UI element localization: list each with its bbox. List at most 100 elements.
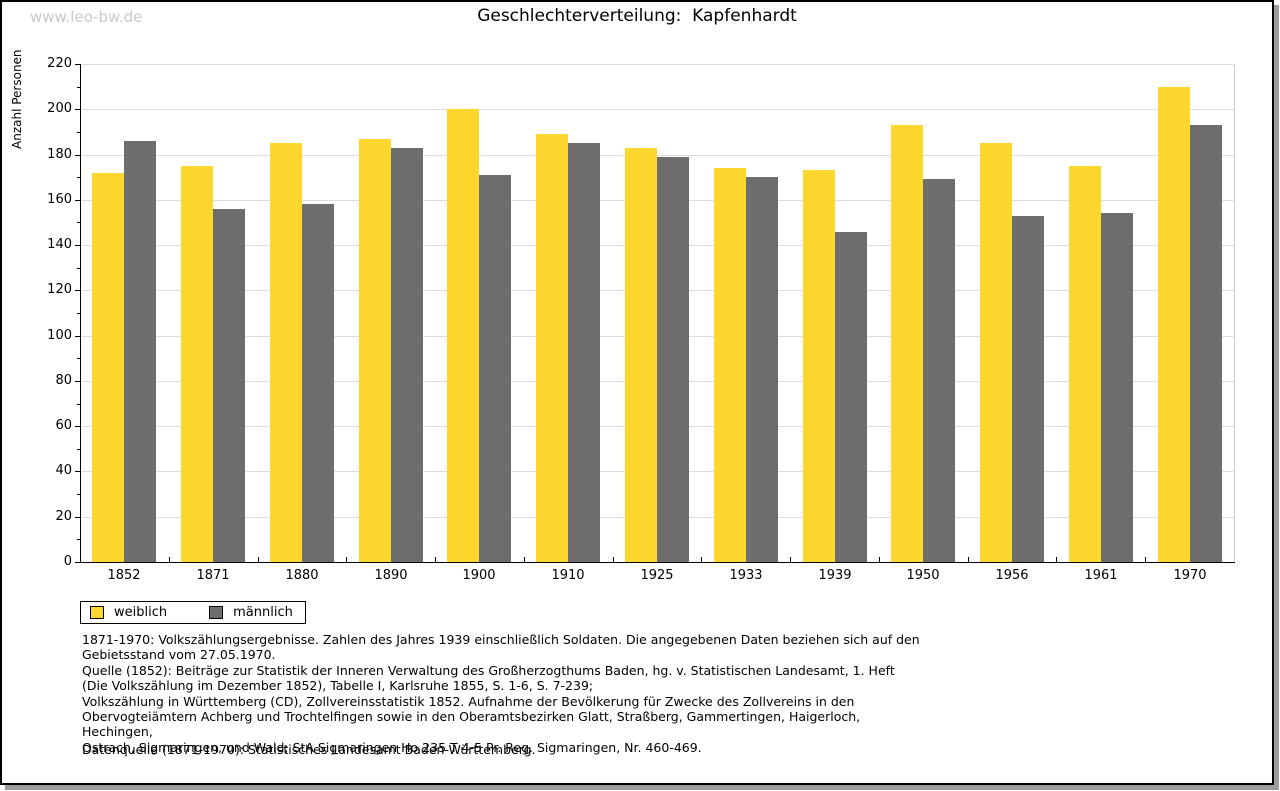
x-label-1852: 1852 xyxy=(107,568,141,583)
x-label-1890: 1890 xyxy=(374,568,408,583)
x-boundary-tick-12 xyxy=(1145,557,1146,562)
grid-line-200 xyxy=(80,109,1234,110)
bar-männlich-1890 xyxy=(391,148,423,562)
x-label-1910: 1910 xyxy=(551,568,585,583)
x-label-1900: 1900 xyxy=(462,568,496,583)
watermark-url: www.leo-bw.de xyxy=(30,8,143,26)
legend-label-maennlich: männlich xyxy=(233,605,293,620)
bar-männlich-1950 xyxy=(923,179,955,562)
y-tick-60 xyxy=(75,426,80,427)
x-boundary-tick-6 xyxy=(613,557,614,562)
legend-item-maennlich: männlich xyxy=(209,605,293,620)
legend-swatch-weiblich xyxy=(90,606,104,619)
y-minor-tick-70 xyxy=(77,404,80,405)
bar-weiblich-1852 xyxy=(92,173,124,562)
x-boundary-tick-3 xyxy=(346,557,347,562)
x-boundary-tick-1 xyxy=(169,557,170,562)
bar-männlich-1961 xyxy=(1101,213,1133,562)
y-minor-tick-30 xyxy=(77,494,80,495)
bar-weiblich-1890 xyxy=(359,139,391,562)
y-minor-tick-190 xyxy=(77,132,80,133)
y-tick-label-180: 180 xyxy=(47,147,72,162)
y-minor-tick-90 xyxy=(77,358,80,359)
bar-männlich-1880 xyxy=(302,204,334,562)
y-tick-label-200: 200 xyxy=(47,101,72,116)
y-tick-label-80: 80 xyxy=(55,373,72,388)
bar-männlich-1933 xyxy=(746,177,778,562)
bar-weiblich-1880 xyxy=(270,143,302,562)
y-minor-tick-130 xyxy=(77,268,80,269)
x-label-1880: 1880 xyxy=(285,568,319,583)
grid-line-220 xyxy=(80,64,1234,65)
y-tick-label-20: 20 xyxy=(55,509,72,524)
chart-title: Geschlechterverteilung: Kapfenhardt xyxy=(477,6,797,26)
legend-label-weiblich: weiblich xyxy=(114,605,168,620)
x-boundary-tick-2 xyxy=(258,557,259,562)
bar-weiblich-1900 xyxy=(447,109,479,562)
x-label-1961: 1961 xyxy=(1084,568,1118,583)
y-minor-tick-10 xyxy=(77,539,80,540)
x-label-1871: 1871 xyxy=(196,568,230,583)
x-label-1970: 1970 xyxy=(1173,568,1207,583)
y-tick-label-40: 40 xyxy=(55,463,72,478)
y-minor-tick-210 xyxy=(77,87,80,88)
y-tick-200 xyxy=(75,109,80,110)
bar-männlich-1939 xyxy=(835,232,867,562)
y-tick-20 xyxy=(75,517,80,518)
y-axis-line xyxy=(80,64,81,562)
bar-weiblich-1939 xyxy=(803,170,835,562)
y-tick-label-0: 0 xyxy=(63,554,72,569)
legend: weiblich männlich xyxy=(80,601,306,624)
y-tick-label-140: 140 xyxy=(47,237,72,252)
x-boundary-tick-10 xyxy=(968,557,969,562)
bar-männlich-1900 xyxy=(479,175,511,562)
bar-männlich-1871 xyxy=(213,209,245,562)
x-label-1950: 1950 xyxy=(906,568,940,583)
bar-weiblich-1950 xyxy=(891,125,923,562)
y-tick-120 xyxy=(75,290,80,291)
y-tick-160 xyxy=(75,200,80,201)
bar-männlich-1970 xyxy=(1190,125,1222,562)
bar-männlich-1852 xyxy=(124,141,156,562)
x-label-1925: 1925 xyxy=(640,568,674,583)
data-source-line: Datenquelle (1871-1970): Statistisches L… xyxy=(82,742,536,757)
y-minor-tick-50 xyxy=(77,449,80,450)
y-tick-140 xyxy=(75,245,80,246)
bar-männlich-1925 xyxy=(657,157,689,562)
bar-weiblich-1871 xyxy=(181,166,213,562)
y-tick-100 xyxy=(75,336,80,337)
grid-line-180 xyxy=(80,155,1234,156)
x-boundary-tick-4 xyxy=(435,557,436,562)
legend-swatch-maennlich xyxy=(209,606,224,619)
y-tick-80 xyxy=(75,381,80,382)
bar-weiblich-1910 xyxy=(536,134,568,562)
y-tick-label-100: 100 xyxy=(47,328,72,343)
x-boundary-tick-5 xyxy=(524,557,525,562)
x-boundary-tick-11 xyxy=(1056,557,1057,562)
bar-männlich-1910 xyxy=(568,143,600,562)
y-minor-tick-170 xyxy=(77,177,80,178)
x-boundary-tick-9 xyxy=(879,557,880,562)
bar-weiblich-1956 xyxy=(980,143,1012,562)
source-notes: 1871-1970: Volkszählungsergebnisse. Zahl… xyxy=(82,632,920,755)
x-boundary-tick-7 xyxy=(701,557,702,562)
y-tick-180 xyxy=(75,155,80,156)
y-tick-220 xyxy=(75,64,80,65)
plot-right-border xyxy=(1234,64,1235,562)
y-tick-label-220: 220 xyxy=(47,56,72,71)
x-label-1939: 1939 xyxy=(818,568,852,583)
bar-männlich-1956 xyxy=(1012,216,1044,562)
x-boundary-tick-8 xyxy=(790,557,791,562)
y-tick-label-160: 160 xyxy=(47,192,72,207)
y-tick-label-120: 120 xyxy=(47,282,72,297)
x-label-1956: 1956 xyxy=(995,568,1029,583)
y-minor-tick-110 xyxy=(77,313,80,314)
y-minor-tick-150 xyxy=(77,222,80,223)
y-tick-0 xyxy=(75,562,80,563)
y-tick-label-60: 60 xyxy=(55,418,72,433)
x-axis-line xyxy=(80,562,1235,563)
bar-weiblich-1961 xyxy=(1069,166,1101,562)
y-tick-40 xyxy=(75,471,80,472)
